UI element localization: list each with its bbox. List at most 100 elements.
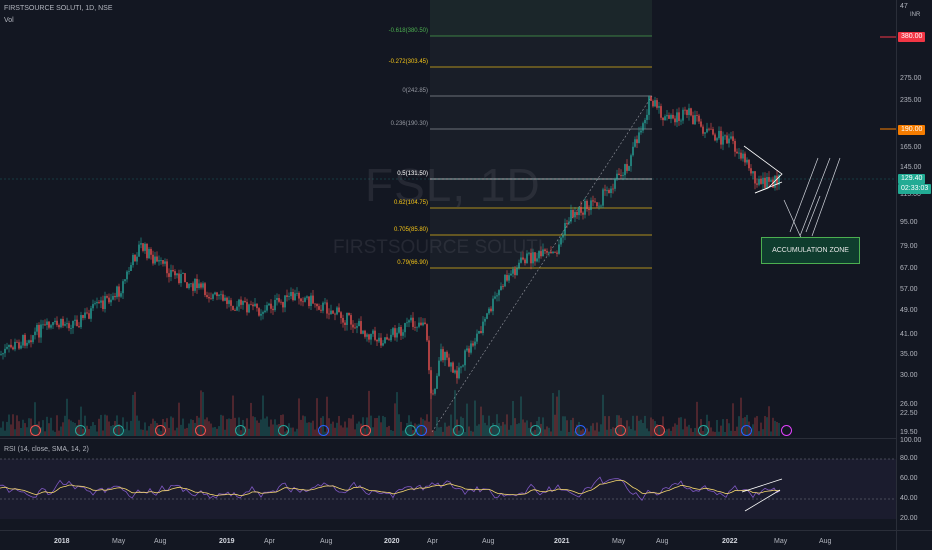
candle-body xyxy=(600,205,602,207)
fib-level-label[interactable]: 0.79(66.90) xyxy=(397,260,428,266)
candle-body xyxy=(764,177,766,188)
earnings-marker-icon[interactable] xyxy=(113,425,124,436)
earnings-marker-icon[interactable] xyxy=(615,425,626,436)
volume-bar xyxy=(726,418,728,436)
dividend-marker-icon[interactable] xyxy=(416,425,427,436)
candle-body xyxy=(520,257,522,263)
volume-bar xyxy=(710,427,712,436)
volume-bar xyxy=(152,418,154,436)
candle-body xyxy=(364,330,366,337)
earnings-marker-icon[interactable] xyxy=(489,425,500,436)
symbol-title[interactable]: FIRSTSOURCE SOLUTI, 1D, NSE xyxy=(4,5,113,12)
candle-body xyxy=(414,326,416,328)
fib-level-label[interactable]: 0(242.85) xyxy=(402,88,428,94)
candle-body xyxy=(590,200,592,211)
volume-bar xyxy=(670,430,672,436)
dividend-marker-icon[interactable] xyxy=(575,425,586,436)
volume-bar xyxy=(608,416,610,436)
fib-level-label[interactable]: 0.5(131.50) xyxy=(397,171,428,177)
dividend-marker-icon[interactable] xyxy=(318,425,329,436)
volume-bar xyxy=(772,417,774,436)
volume-bar xyxy=(310,422,312,436)
candle-body xyxy=(150,249,152,255)
candle-body xyxy=(746,159,748,163)
fib-level-label[interactable]: 0.236(190.30) xyxy=(390,121,428,127)
candle-body xyxy=(602,189,604,206)
earnings-marker-icon[interactable] xyxy=(654,425,665,436)
volume-bar xyxy=(686,426,688,436)
candle-body xyxy=(656,100,658,108)
candle-body xyxy=(742,153,744,159)
volume-bar xyxy=(680,417,682,436)
volume-bar xyxy=(92,422,94,436)
time-tick-label: Aug xyxy=(656,538,669,545)
volume-bar xyxy=(664,430,666,436)
volume-bar xyxy=(714,431,716,436)
candle-body xyxy=(748,159,750,169)
earnings-marker-icon[interactable] xyxy=(278,425,289,436)
volume-bar xyxy=(142,429,144,436)
candle-body xyxy=(372,330,374,334)
volume-bar xyxy=(762,429,764,436)
candle-body xyxy=(324,302,326,304)
earnings-marker-icon[interactable] xyxy=(30,425,41,436)
candle-body xyxy=(550,251,552,254)
earnings-marker-icon[interactable] xyxy=(530,425,541,436)
candle-body xyxy=(338,307,340,313)
accumulation-zone-callout[interactable]: ACCUMULATION ZONE xyxy=(761,237,860,264)
candle-body xyxy=(374,330,376,340)
volume-bar xyxy=(474,400,476,436)
fib-level-label[interactable]: -0.272(303.45) xyxy=(388,59,428,65)
earnings-marker-icon[interactable] xyxy=(235,425,246,436)
candle-body xyxy=(608,190,610,193)
rsi-tick-label: 60.00 xyxy=(900,475,918,482)
earnings-marker-icon[interactable] xyxy=(195,425,206,436)
candle-body xyxy=(276,298,278,300)
earnings-marker-icon[interactable] xyxy=(453,425,464,436)
candle-body xyxy=(384,337,386,344)
candle-body xyxy=(690,108,692,116)
price-axis[interactable] xyxy=(896,0,932,550)
earnings-marker-icon[interactable] xyxy=(155,425,166,436)
earnings-marker-icon[interactable] xyxy=(405,425,416,436)
candle-body xyxy=(360,321,362,334)
fib-level-label[interactable]: 0.705(85.80) xyxy=(393,227,428,233)
volume-bar xyxy=(544,429,546,436)
volume-bar xyxy=(724,431,726,436)
fib-level-label[interactable]: -0.618(380.50) xyxy=(388,28,428,34)
volume-bar xyxy=(736,426,738,436)
volume-indicator-label[interactable]: Vol xyxy=(4,17,14,24)
pane-divider[interactable] xyxy=(0,438,896,439)
candle-body xyxy=(486,313,488,319)
candle-body xyxy=(124,279,126,282)
volume-bar xyxy=(646,428,648,436)
earnings-marker-icon[interactable] xyxy=(698,425,709,436)
last-price-badge: 129.40 xyxy=(898,174,926,184)
earnings-marker-icon[interactable] xyxy=(75,425,86,436)
volume-bar xyxy=(16,415,18,436)
candle-body xyxy=(130,265,132,271)
volume-bar xyxy=(216,428,218,436)
fib-level-label[interactable]: 0.62(104.75) xyxy=(393,200,428,206)
rsi-indicator-label[interactable]: RSI (14, close, SMA, 14, 2) xyxy=(4,446,89,453)
volume-bar xyxy=(304,416,306,436)
volume-bar xyxy=(502,421,504,436)
price-tick-label: 49.00 xyxy=(900,307,918,314)
dividend-marker-icon[interactable] xyxy=(741,425,752,436)
volume-bar xyxy=(72,422,74,436)
volume-bar xyxy=(86,425,88,436)
volume-bar xyxy=(508,429,510,436)
volume-bar xyxy=(644,415,646,436)
earnings-marker-icon[interactable] xyxy=(360,425,371,436)
volume-bar xyxy=(354,429,356,436)
earnings-marker-icon[interactable] xyxy=(781,425,792,436)
candle-body xyxy=(436,375,438,389)
time-tick-label: 2021 xyxy=(554,538,570,545)
candle-body xyxy=(42,324,44,326)
volume-bar xyxy=(628,426,630,436)
volume-bar xyxy=(208,421,210,436)
candle-body xyxy=(122,281,124,294)
candle-body xyxy=(482,321,484,334)
